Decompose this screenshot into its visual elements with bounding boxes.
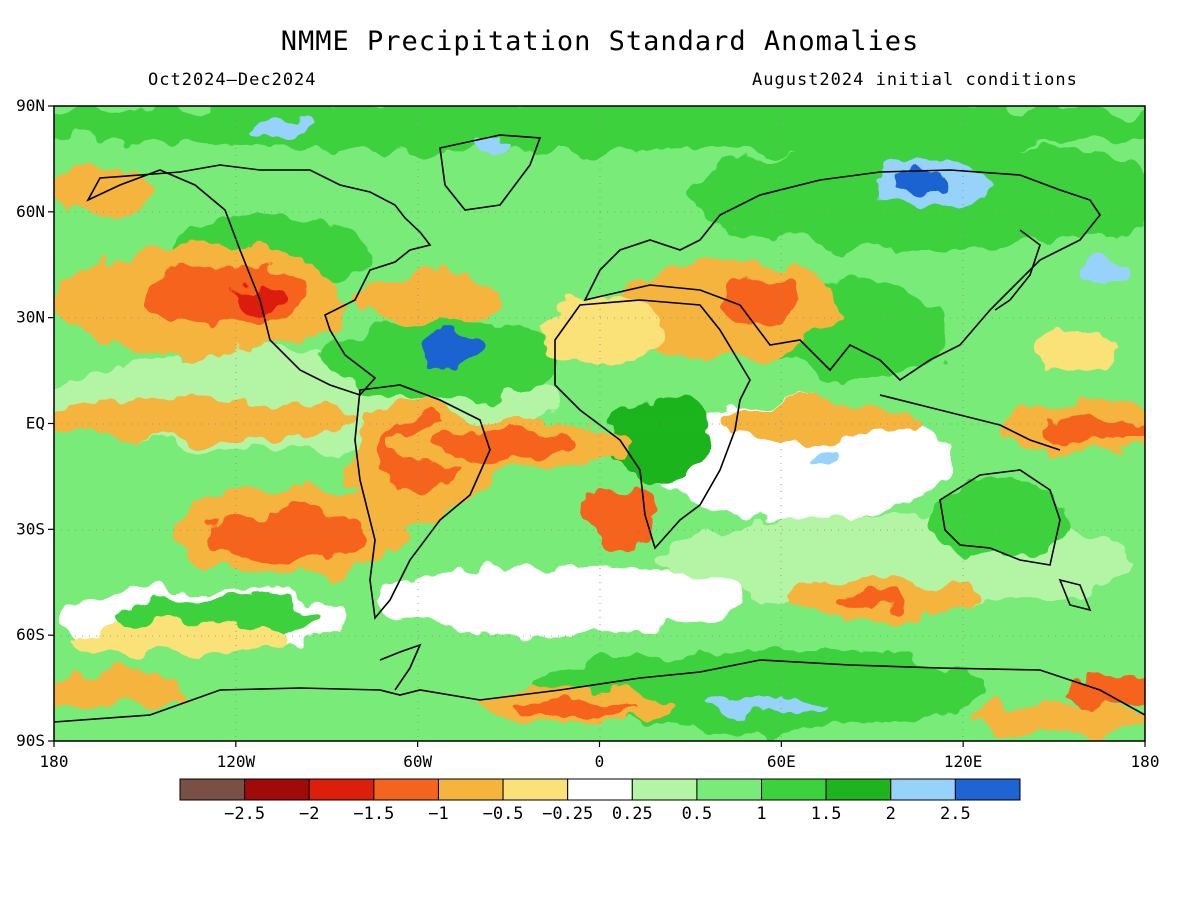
colorbar-label: 2.5: [940, 804, 971, 824]
colorbar-swatch: [954, 778, 1021, 801]
map-title: NMME Precipitation Standard Anomalies: [280, 26, 920, 57]
lat-label: 90N: [16, 96, 45, 115]
colorbar-swatch: [179, 778, 246, 801]
colorbar-label: −1.5: [353, 804, 394, 824]
coastlines: [54, 134, 1145, 723]
colorbar-swatch: [890, 778, 956, 801]
forecast-period: Oct2024–Dec2024: [148, 70, 317, 90]
map-plot-area: [53, 105, 1146, 742]
colorbar-label: 0.25: [612, 804, 653, 824]
lat-label: 30S: [16, 519, 45, 538]
colorbar-swatch: [244, 778, 310, 801]
colorbar-label: −2: [299, 804, 319, 824]
graticule: [54, 106, 1145, 741]
colorbar-label: −0.25: [542, 804, 593, 824]
axis-labels: 90N 60N 30N EQ 30S 60S 90S 180 120W 60W 0 60E 120E 18…: [16, 96, 1159, 771]
lat-label: 60S: [16, 625, 45, 644]
colorbar: −2.5 −2 −1.5 −1 −0.5 −0.25 0.25 0.5 1 1.5 2 2.5: [179, 778, 1021, 824]
colorbar-label: −1: [428, 804, 448, 824]
colorbar-swatch: [437, 778, 504, 801]
colorbar-label: −0.5: [483, 804, 524, 824]
lat-label: 30N: [16, 308, 45, 327]
colorbar-label: 0.5: [682, 804, 713, 824]
lon-label: 60W: [403, 752, 432, 771]
colorbar-swatch: [696, 778, 763, 801]
colorbar-swatch: [631, 778, 698, 801]
lat-label: 60N: [16, 202, 45, 221]
lon-label: 180: [1131, 752, 1160, 771]
lat-label: EQ: [26, 414, 45, 433]
colorbar-swatch: [567, 778, 633, 801]
initial-conditions: August2024 initial conditions: [752, 70, 1078, 90]
lon-label: 60E: [767, 752, 796, 771]
lon-label: 180: [40, 752, 69, 771]
colorbar-swatch: [373, 778, 439, 801]
anomaly-field: [54, 106, 1145, 741]
lon-label: 120E: [944, 752, 983, 771]
colorbar-swatch: [308, 778, 375, 801]
colorbar-swatch: [502, 778, 569, 801]
colorbar-label: 1: [756, 804, 766, 824]
colorbar-swatch: [761, 778, 827, 801]
colorbar-label: 1.5: [811, 804, 842, 824]
lon-label: 0: [595, 752, 605, 771]
colorbar-label: −2.5: [224, 804, 265, 824]
lat-label: 90S: [16, 731, 45, 750]
colorbar-swatch: [825, 778, 892, 801]
colorbar-label: 2: [886, 804, 896, 824]
lon-label: 120W: [217, 752, 256, 771]
